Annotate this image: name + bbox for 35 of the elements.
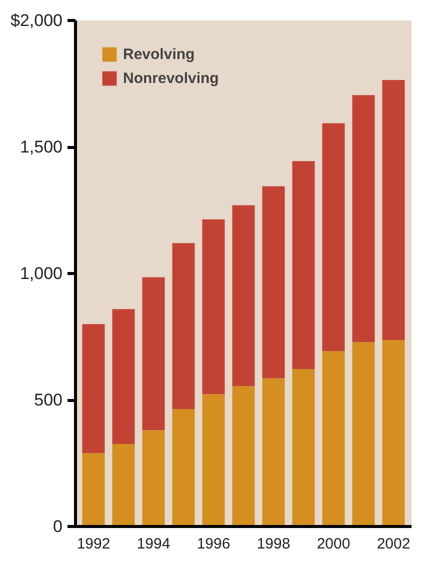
bar bbox=[172, 243, 195, 410]
x-tick-label: 1996 bbox=[196, 536, 230, 552]
y-tick-label: $2,000 bbox=[10, 11, 63, 30]
bar bbox=[382, 340, 405, 526]
bar bbox=[202, 219, 225, 394]
bar bbox=[322, 351, 345, 526]
bar bbox=[142, 277, 165, 430]
bar bbox=[262, 378, 285, 526]
bar bbox=[172, 409, 195, 526]
bar bbox=[352, 95, 375, 342]
bar bbox=[262, 186, 285, 378]
x-tick-label: 2000 bbox=[316, 536, 350, 552]
bar bbox=[232, 205, 255, 386]
legend-label: Nonrevolving bbox=[123, 70, 219, 86]
bar bbox=[112, 444, 135, 526]
bar bbox=[292, 369, 315, 526]
y-tick-label: 0 bbox=[53, 517, 63, 536]
x-tick-label: 1994 bbox=[136, 536, 170, 552]
bar bbox=[292, 161, 315, 370]
x-tick-label: 1998 bbox=[256, 536, 290, 552]
bar bbox=[112, 309, 135, 444]
bar bbox=[232, 386, 255, 526]
bar bbox=[322, 123, 345, 352]
bar bbox=[82, 324, 105, 454]
y-tick-label: 1,500 bbox=[20, 138, 63, 156]
y-tick-label: 500 bbox=[34, 390, 63, 410]
y-tick-label: 1,000 bbox=[20, 264, 63, 283]
bar bbox=[142, 430, 165, 526]
legend-label: Revolving bbox=[123, 46, 195, 62]
x-tick-label: 2002 bbox=[376, 536, 410, 552]
x-tick-label: 1992 bbox=[76, 536, 110, 552]
bar bbox=[352, 342, 375, 526]
bar bbox=[82, 453, 105, 526]
bar bbox=[382, 80, 405, 340]
bar bbox=[202, 394, 225, 526]
